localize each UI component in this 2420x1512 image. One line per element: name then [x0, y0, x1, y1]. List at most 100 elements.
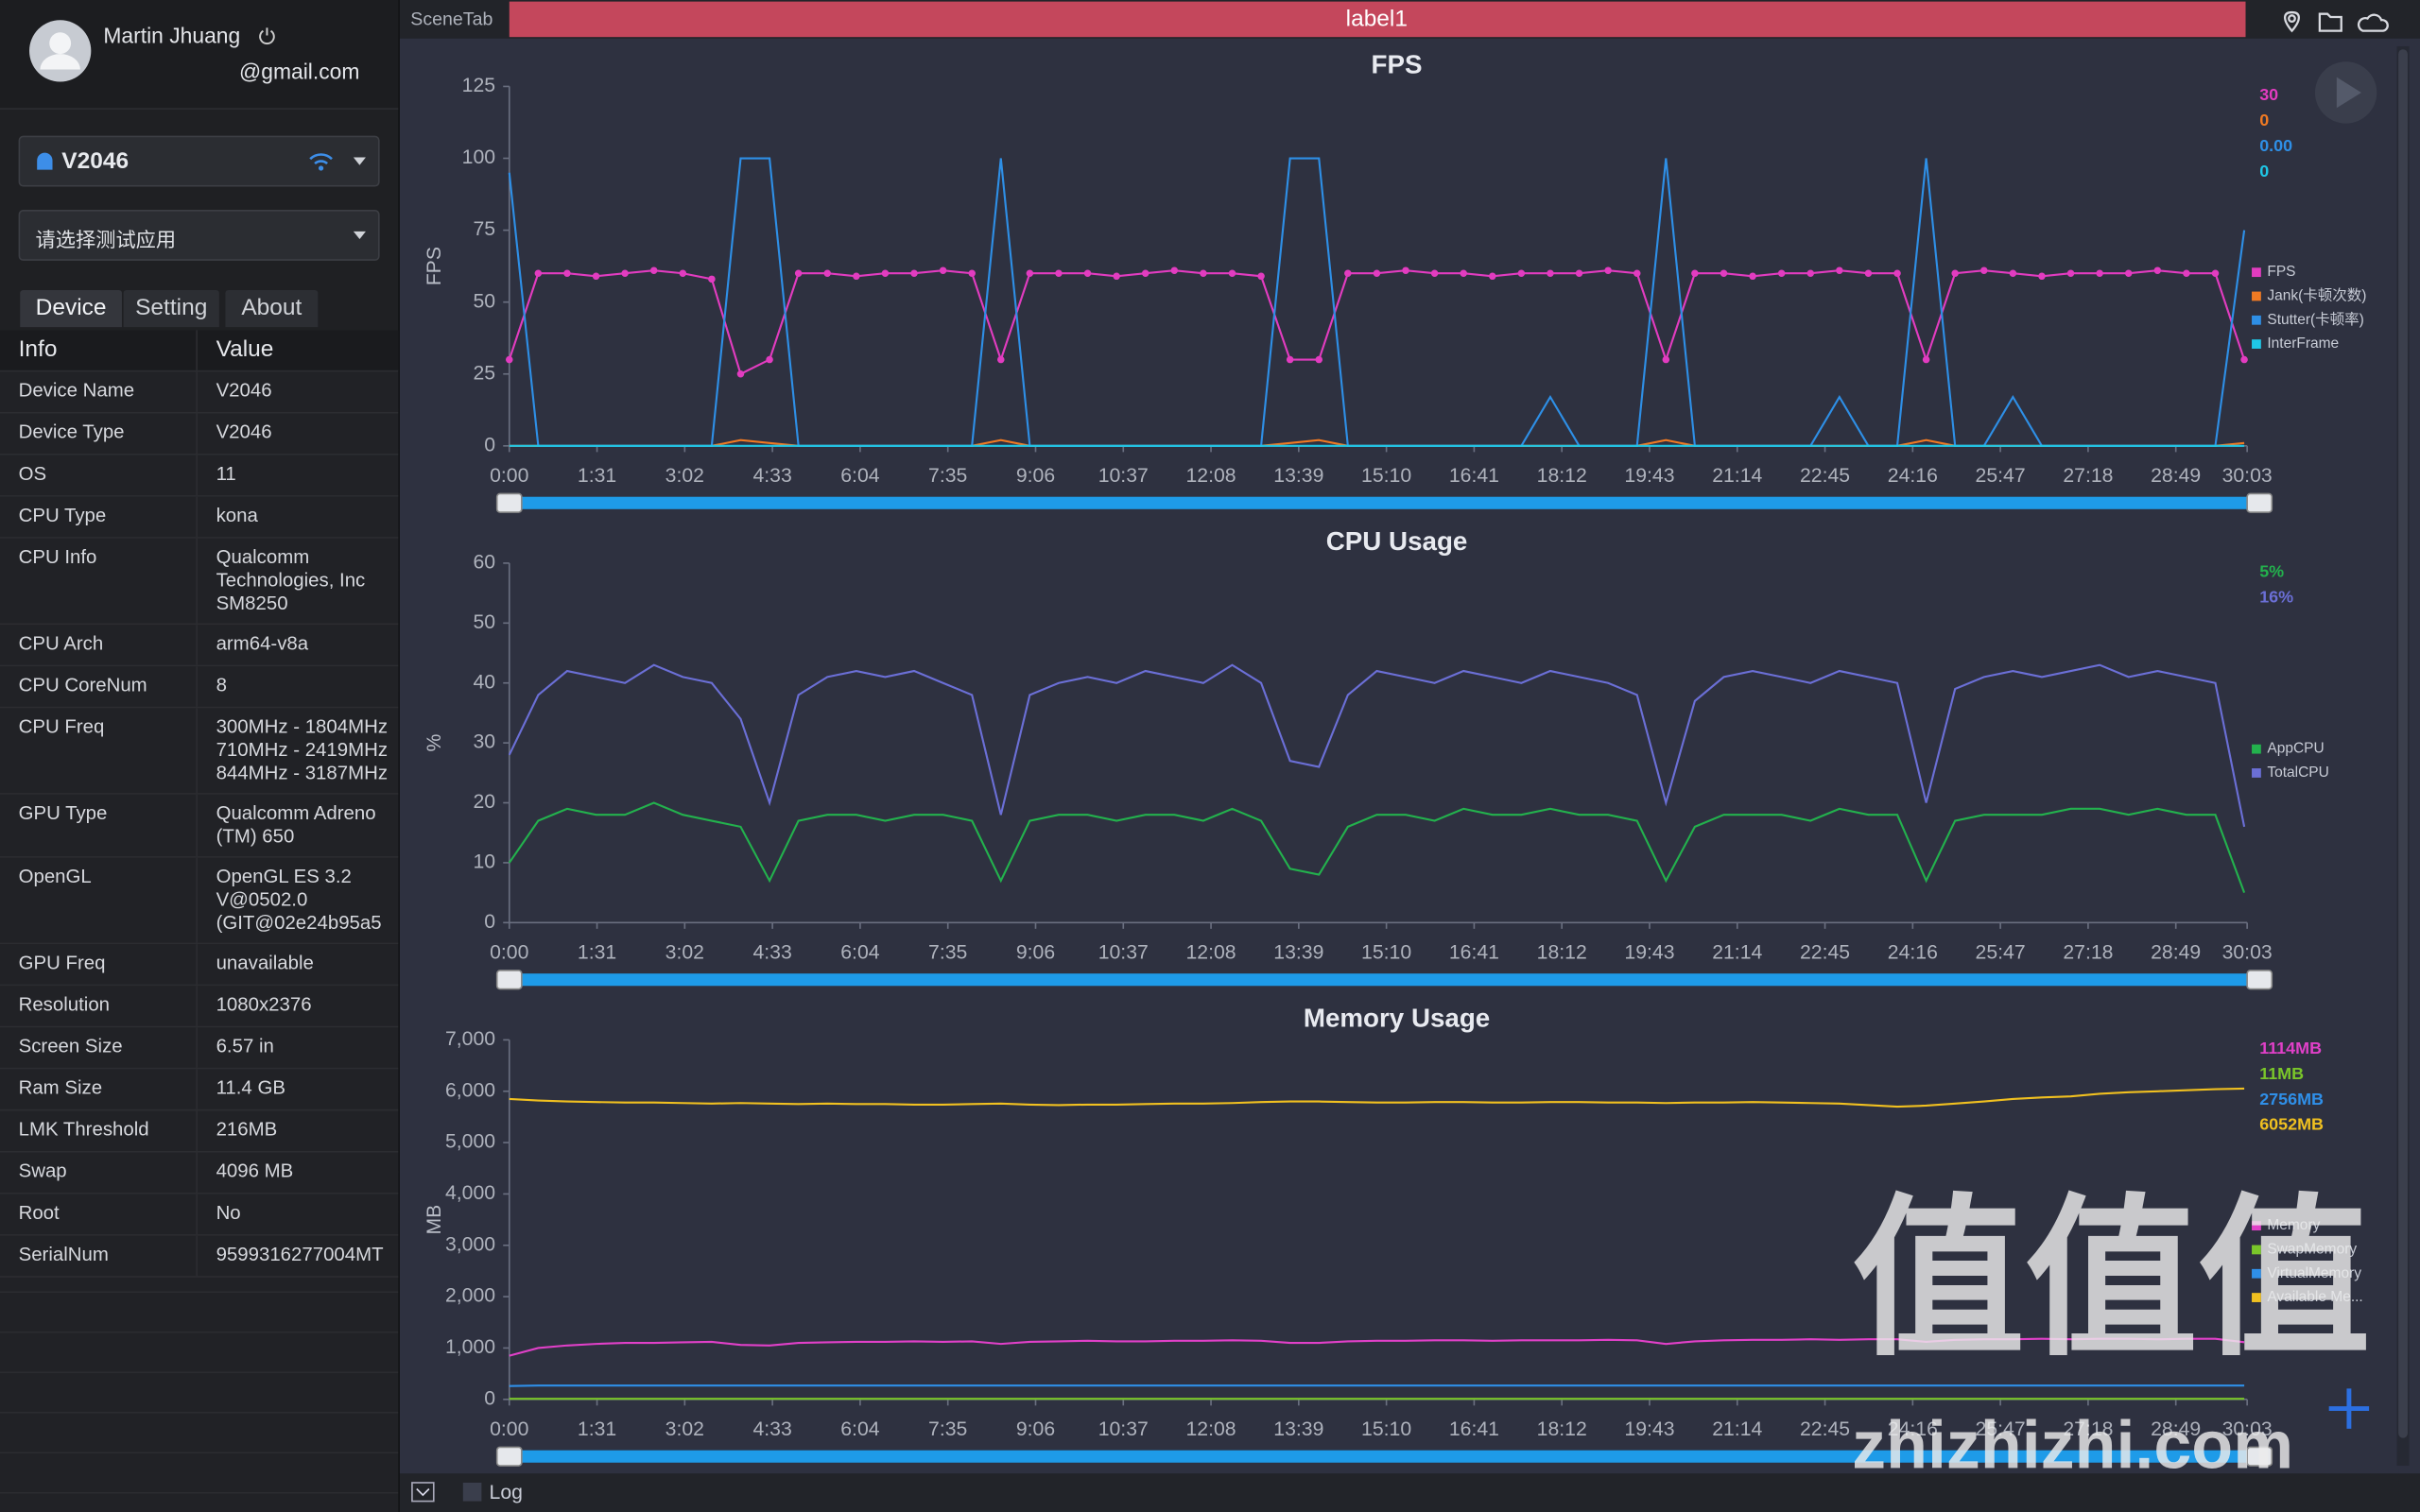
tab[interactable]: Setting: [123, 289, 219, 328]
legend-label[interactable]: AppCPU: [2267, 741, 2324, 757]
legend-swatch[interactable]: [2252, 267, 2261, 278]
legend-label[interactable]: SwapMemory: [2267, 1242, 2357, 1258]
device-select[interactable]: V2046: [18, 135, 380, 187]
tab[interactable]: About: [225, 289, 319, 328]
table-row: OS 11: [0, 455, 399, 497]
range-slider[interactable]: [509, 496, 2261, 509]
legend-swatch[interactable]: [2252, 1245, 2261, 1255]
legend-label[interactable]: TotalCPU: [2267, 765, 2328, 781]
legend-swatch[interactable]: [2252, 339, 2261, 349]
legend-latest-value: 1114MB: [2259, 1039, 2322, 1057]
legend-latest-value: 30: [2259, 85, 2278, 104]
data-point: [1691, 269, 1699, 277]
y-tick-label: 60: [473, 552, 495, 574]
y-tick-label: 0: [484, 911, 495, 933]
table-row: CPU Freq 300MHz - 1804MHz 710MHz - 2419MH…: [0, 708, 399, 795]
log-label[interactable]: Log: [490, 1482, 523, 1503]
power-icon[interactable]: [258, 26, 277, 45]
data-point: [1200, 269, 1207, 277]
legend-label[interactable]: Available Me...: [2267, 1289, 2362, 1305]
y-tick-label: 3,000: [445, 1233, 495, 1255]
x-tick-label: 22:45: [1800, 942, 1850, 964]
legend-swatch[interactable]: [2252, 291, 2261, 301]
legend-swatch[interactable]: [2252, 1221, 2261, 1231]
data-point: [1373, 269, 1381, 277]
range-slider[interactable]: [509, 1450, 2261, 1463]
legend-label[interactable]: FPS: [2267, 264, 2295, 280]
legend-label[interactable]: Stutter(卡顿率): [2267, 311, 2363, 328]
x-tick-label: 3:02: [666, 465, 704, 487]
legend-swatch[interactable]: [2252, 1268, 2261, 1279]
sidebar: Martin Jhuang @gmail.com V2046 请选择测试应用 D…: [0, 0, 400, 1512]
data-point: [506, 355, 513, 364]
legend-swatch[interactable]: [2252, 744, 2261, 754]
legend-latest-value: 0: [2259, 162, 2269, 180]
scroll-thumb[interactable]: [2398, 49, 2408, 1438]
legend-swatch[interactable]: [2252, 768, 2261, 778]
data-point: [794, 269, 803, 277]
slider-handle[interactable]: [2246, 492, 2273, 513]
x-tick-label: 13:39: [1273, 1418, 1323, 1440]
y-tick-label: 100: [462, 146, 495, 168]
x-tick-label: 9:06: [1016, 942, 1055, 964]
x-tick-label: 27:18: [2063, 1418, 2113, 1440]
add-button[interactable]: [2328, 1388, 2370, 1429]
value-cell: 11: [216, 462, 236, 485]
info-cell: GPU Type: [0, 794, 198, 857]
y-tick-label: 0: [484, 1387, 495, 1409]
value-cell: 4096 MB: [216, 1160, 294, 1182]
slider-handle[interactable]: [2246, 1446, 2273, 1467]
slider-handle[interactable]: [2246, 970, 2273, 990]
x-tick-label: 30:03: [2222, 465, 2273, 487]
log-checkbox[interactable]: [462, 1482, 482, 1502]
value-cell: Qualcomm Adreno (TM) 650: [216, 801, 376, 848]
user-email: @gmail.com: [239, 59, 360, 84]
footer-toggle[interactable]: [411, 1482, 435, 1503]
avatar[interactable]: [26, 17, 95, 85]
x-tick-label: 25:47: [1976, 1418, 2026, 1440]
x-tick-label: 15:10: [1361, 942, 1411, 964]
x-tick-label: 6:04: [840, 465, 879, 487]
value-cell: 1080x2376: [216, 993, 312, 1016]
data-point: [679, 269, 687, 277]
table-row: GPU Type Qualcomm Adreno (TM) 650: [0, 794, 399, 858]
legend-label[interactable]: VirtualMemory: [2267, 1265, 2361, 1281]
slider-handle[interactable]: [495, 970, 523, 990]
info-cell: LMK Threshold: [0, 1110, 198, 1151]
x-tick-label: 7:35: [928, 1418, 967, 1440]
range-slider[interactable]: [509, 973, 2261, 987]
value-cell: 300MHz - 1804MHz 710MHz - 2419MHz 844MHz…: [216, 715, 389, 784]
slider-handle[interactable]: [495, 1446, 523, 1467]
panel-background: [399, 0, 2420, 1512]
table-row: LMK Threshold 216MB: [0, 1110, 399, 1153]
value-cell: 9599316277004MT: [216, 1243, 384, 1265]
slider-handle[interactable]: [495, 492, 523, 513]
legend-label[interactable]: InterFrame: [2267, 335, 2339, 352]
x-tick-label: 24:16: [1888, 942, 1938, 964]
legend-latest-value: 16%: [2259, 587, 2293, 606]
x-tick-label: 21:14: [1712, 465, 1762, 487]
chart-title: CPU Usage: [1326, 526, 1468, 556]
data-point: [1228, 269, 1236, 277]
watermark-site: zhizhizhi.com: [1852, 1408, 2293, 1484]
toolbar-icons[interactable]: [2284, 10, 2389, 33]
legend-label[interactable]: Jank(卡顿次数): [2267, 287, 2366, 304]
dropdown-arrow: [353, 231, 366, 240]
data-point: [1113, 272, 1120, 281]
app-select[interactable]: 请选择测试应用: [18, 210, 380, 261]
value-cell: No: [216, 1201, 241, 1224]
info-cell: Ram Size: [0, 1069, 198, 1109]
scene-tab[interactable]: SceneTab: [410, 9, 493, 29]
y-tick-label: 10: [473, 851, 495, 873]
x-tick-label: 7:35: [928, 465, 967, 487]
x-tick-label: 18:12: [1537, 942, 1587, 964]
x-tick-label: 3:02: [666, 1418, 704, 1440]
legend-swatch[interactable]: [2252, 315, 2261, 325]
info-cell: GPU Freq: [0, 944, 198, 985]
table-row: Resolution 1080x2376: [0, 986, 399, 1028]
tab[interactable]: Device: [20, 289, 122, 328]
legend-label[interactable]: Memory: [2267, 1217, 2320, 1233]
x-tick-label: 28:49: [2151, 942, 2201, 964]
legend-swatch[interactable]: [2252, 1293, 2261, 1302]
x-tick-label: 16:41: [1449, 465, 1499, 487]
